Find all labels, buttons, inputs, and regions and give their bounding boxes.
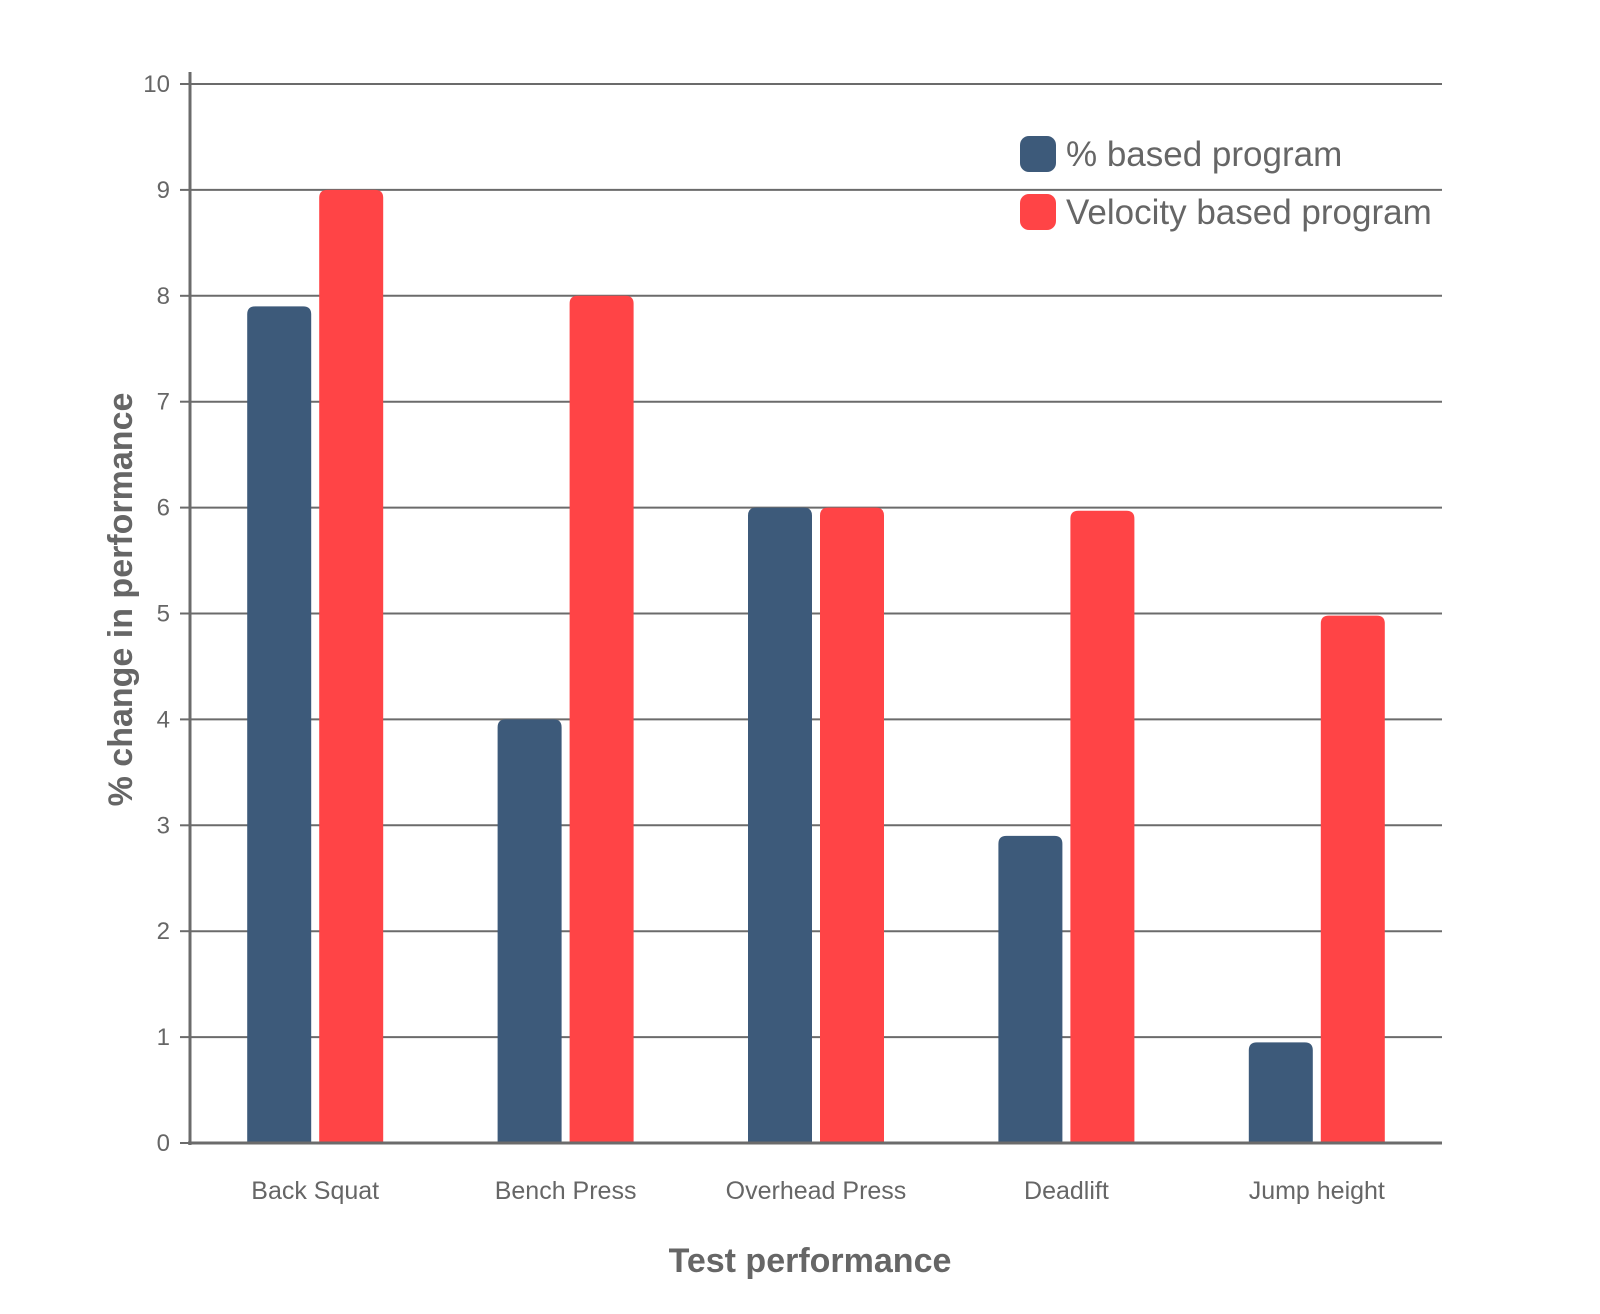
y-tick-label: 8 — [157, 283, 170, 310]
y-tick-label: 7 — [157, 389, 170, 416]
y-tick-label: 2 — [157, 918, 170, 945]
bar — [820, 507, 884, 1144]
legend-label: % based program — [1066, 135, 1342, 174]
gridlines — [180, 83, 1442, 1144]
bar — [497, 719, 562, 1143]
y-tick-label: 5 — [157, 601, 170, 628]
bar — [1248, 1042, 1313, 1143]
y-tick-label: 1 — [157, 1024, 170, 1051]
y-tick-label: 6 — [157, 495, 170, 522]
x-category-label: Overhead Press — [726, 1177, 907, 1205]
bar — [1320, 615, 1385, 1143]
bar — [1070, 510, 1135, 1144]
y-axis-ticks: 0 1 2 3 4 5 6 7 8 9 10 — [143, 71, 170, 1157]
y-axis-title: % change in performance — [102, 393, 140, 807]
y-tick-label: 9 — [157, 177, 170, 204]
legend-swatch — [1020, 136, 1056, 172]
y-tick-label: 0 — [157, 1130, 170, 1157]
bar — [319, 189, 384, 1143]
x-category-label: Back Squat — [251, 1177, 379, 1205]
bars — [247, 189, 1385, 1144]
bar — [998, 835, 1063, 1143]
bar — [748, 507, 812, 1144]
bar — [247, 306, 312, 1143]
y-tick-label: 10 — [143, 71, 170, 98]
y-tick-label: 3 — [157, 812, 170, 839]
bar — [569, 295, 634, 1143]
y-tick-label: 4 — [157, 706, 170, 733]
x-category-label: Bench Press — [495, 1177, 637, 1205]
legend: % based program Velocity based program — [1020, 135, 1432, 232]
legend-swatch — [1020, 194, 1056, 230]
x-category-label: Deadlift — [1024, 1177, 1109, 1205]
x-axis-categories: Back Squat Bench Press Overhead Press Deadl… — [251, 1177, 1385, 1205]
x-axis-title: Test performance — [669, 1242, 952, 1280]
x-category-label: Jump height — [1249, 1177, 1385, 1205]
legend-label: Velocity based program — [1066, 193, 1432, 232]
